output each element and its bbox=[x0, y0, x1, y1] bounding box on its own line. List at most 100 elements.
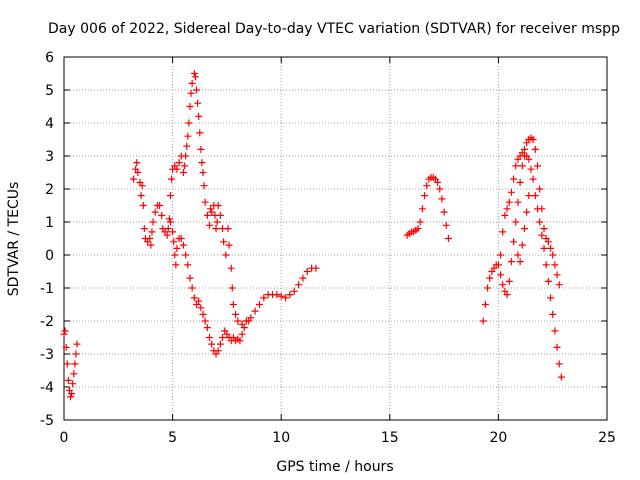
data-point bbox=[214, 202, 222, 209]
data-point bbox=[240, 324, 248, 332]
data-point bbox=[216, 340, 224, 348]
data-point bbox=[172, 261, 180, 269]
data-point bbox=[60, 330, 68, 338]
data-point bbox=[228, 284, 236, 292]
y-tick-label: -3 bbox=[40, 347, 54, 363]
data-point bbox=[238, 330, 246, 338]
data-point bbox=[208, 340, 216, 348]
data-point bbox=[503, 205, 511, 213]
data-point bbox=[525, 192, 533, 200]
data-point bbox=[203, 324, 211, 332]
data-point bbox=[206, 334, 214, 341]
data-point bbox=[303, 268, 311, 275]
data-point bbox=[505, 198, 513, 206]
data-point bbox=[70, 370, 78, 378]
data-point bbox=[529, 175, 537, 183]
data-point bbox=[69, 380, 77, 388]
data-point bbox=[290, 287, 298, 295]
data-point bbox=[179, 241, 187, 249]
data-point bbox=[158, 211, 166, 219]
data-point bbox=[173, 244, 181, 252]
data-point bbox=[536, 185, 544, 193]
data-point bbox=[555, 360, 563, 368]
data-point bbox=[282, 294, 290, 302]
data-point bbox=[199, 169, 207, 176]
data-point bbox=[540, 244, 548, 252]
data-point bbox=[494, 261, 502, 269]
data-point bbox=[186, 103, 194, 110]
data-point bbox=[416, 218, 424, 226]
data-point bbox=[295, 281, 303, 289]
data-point bbox=[510, 238, 518, 246]
data-point bbox=[149, 218, 157, 226]
data-point bbox=[547, 244, 555, 252]
data-point bbox=[551, 261, 559, 269]
data-point bbox=[219, 334, 227, 341]
data-point bbox=[516, 178, 524, 186]
x-tick-label: 15 bbox=[381, 430, 399, 446]
data-point bbox=[436, 185, 444, 193]
data-point bbox=[208, 208, 216, 216]
data-point bbox=[531, 145, 539, 153]
data-point bbox=[512, 162, 520, 170]
data-point bbox=[184, 132, 192, 140]
data-point bbox=[133, 159, 141, 167]
data-point bbox=[529, 136, 537, 143]
data-point bbox=[499, 228, 507, 236]
y-tick-label: 2 bbox=[45, 182, 54, 198]
data-point bbox=[551, 327, 559, 335]
data-point bbox=[501, 211, 509, 219]
data-points bbox=[60, 70, 565, 401]
data-point bbox=[182, 251, 190, 259]
data-point bbox=[203, 211, 211, 219]
data-point bbox=[503, 291, 511, 299]
data-point bbox=[251, 307, 259, 315]
data-point bbox=[197, 304, 205, 312]
data-point bbox=[67, 393, 75, 401]
data-point bbox=[134, 169, 142, 176]
data-point bbox=[201, 317, 209, 325]
data-point bbox=[139, 202, 147, 209]
data-point bbox=[168, 175, 176, 183]
data-point bbox=[186, 274, 194, 282]
data-point bbox=[61, 327, 69, 335]
y-tick-label: -1 bbox=[40, 281, 54, 297]
data-point bbox=[138, 182, 146, 190]
data-point bbox=[286, 291, 294, 299]
data-point bbox=[260, 294, 268, 302]
data-point bbox=[140, 225, 148, 233]
data-point bbox=[481, 301, 489, 308]
data-point bbox=[299, 274, 307, 282]
data-point bbox=[255, 301, 263, 308]
data-point bbox=[531, 192, 539, 200]
data-point bbox=[418, 205, 426, 213]
y-tick-label: -2 bbox=[40, 314, 54, 330]
data-point bbox=[549, 251, 557, 259]
data-point bbox=[148, 228, 156, 236]
data-point bbox=[222, 251, 230, 259]
data-point bbox=[190, 70, 198, 77]
data-point bbox=[533, 162, 541, 170]
data-point bbox=[236, 337, 244, 345]
data-point bbox=[505, 277, 513, 285]
data-point bbox=[434, 178, 442, 186]
data-point bbox=[169, 228, 177, 236]
y-tick-label: 1 bbox=[45, 215, 54, 231]
data-point bbox=[520, 145, 528, 153]
data-point bbox=[62, 343, 70, 351]
data-point bbox=[198, 159, 206, 167]
data-point bbox=[507, 258, 515, 266]
y-tick-label: 5 bbox=[45, 83, 54, 99]
data-point bbox=[64, 376, 72, 384]
data-point bbox=[171, 251, 179, 259]
chart-title: Day 006 of 2022, Sidereal Day-to-day VTE… bbox=[48, 21, 620, 37]
data-point bbox=[130, 175, 138, 183]
data-point bbox=[188, 284, 196, 292]
data-point bbox=[277, 292, 285, 300]
data-point bbox=[151, 208, 159, 216]
data-point bbox=[68, 390, 76, 398]
data-point bbox=[527, 165, 535, 173]
data-point bbox=[71, 360, 79, 368]
data-point bbox=[442, 221, 450, 229]
data-point bbox=[555, 281, 563, 289]
